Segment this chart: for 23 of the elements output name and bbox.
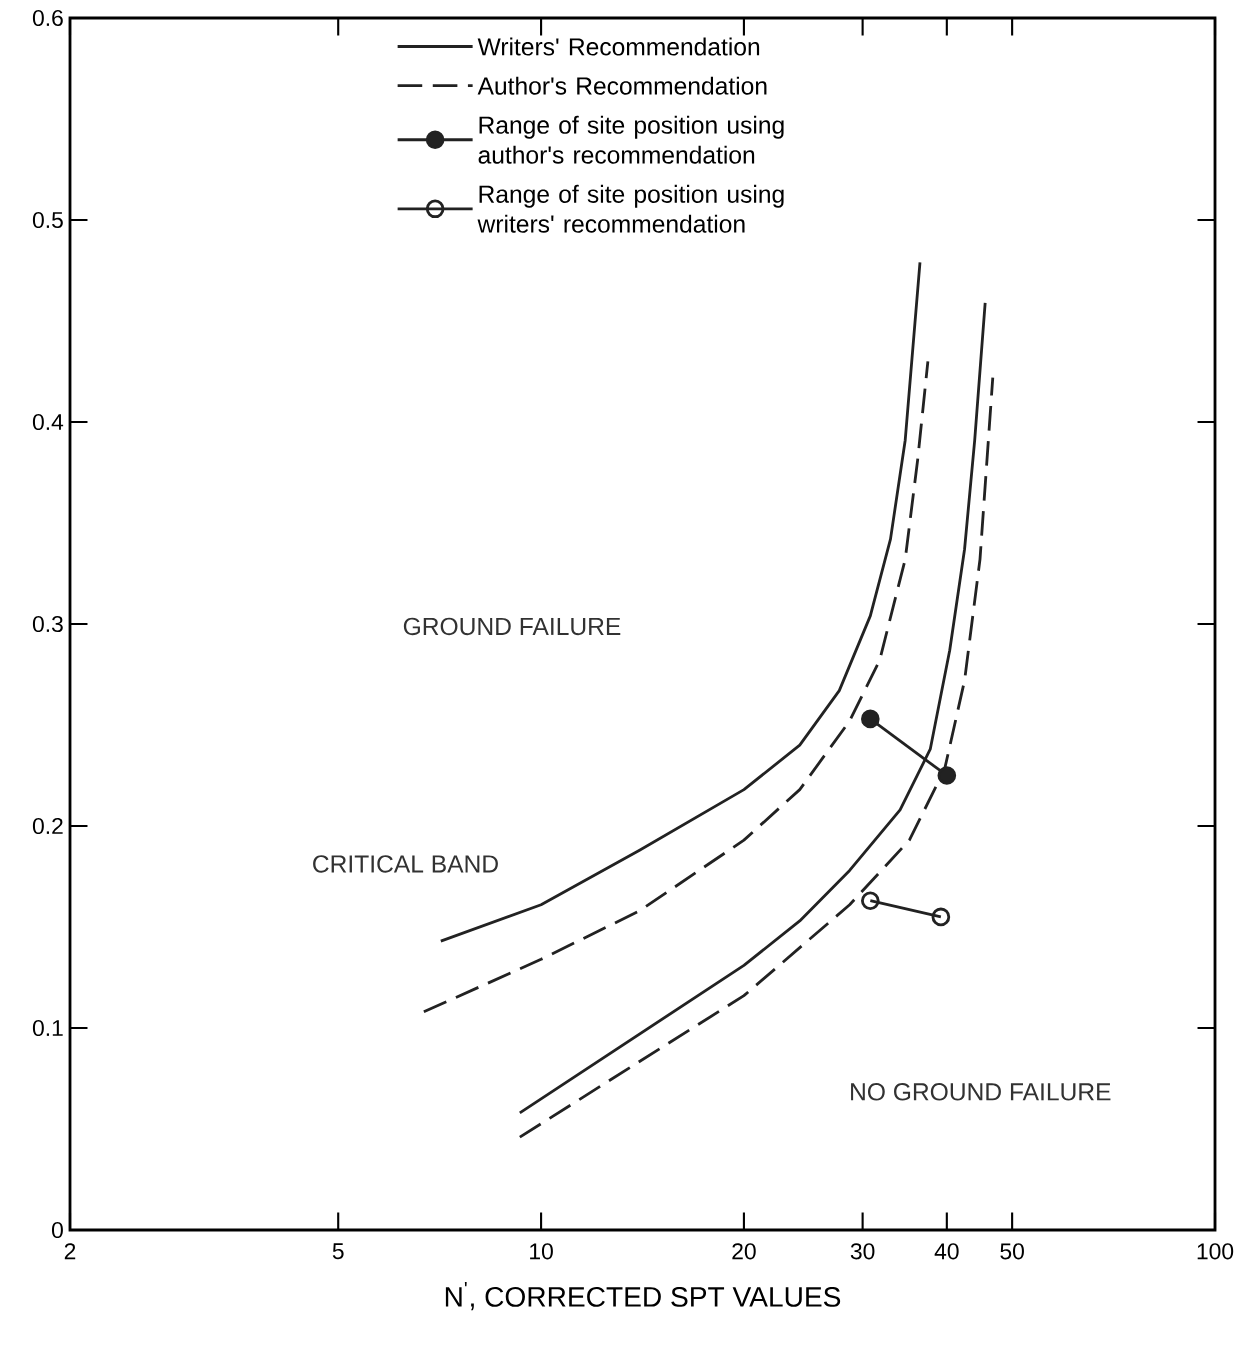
annotation: CRITICAL BAND (313, 855, 498, 873)
y-tick-label: 0.4 (32, 413, 64, 431)
x-tick-label: 5 (332, 1243, 344, 1260)
y-tick-label: 0.5 (32, 211, 63, 229)
x-tick-label: 10 (530, 1243, 553, 1260)
y-tick-label: 0.3 (32, 615, 63, 633)
x-tick-label: 30 (850, 1243, 875, 1260)
y-tick-label: 0.6 (32, 9, 63, 27)
y-tick-label: 0 (51, 1221, 63, 1239)
legend-label: Range of site position using writers' recommendation (477, 184, 784, 233)
x-tick-label: 2 (64, 1243, 76, 1260)
x-tick-label: 40 (934, 1243, 959, 1260)
x-tick-label: 50 (1000, 1243, 1024, 1260)
annotation: NO GROUND FAILURE (851, 1083, 1111, 1101)
x-tick-label: 100 (1197, 1243, 1234, 1260)
legend-label: Writers' Recommendation (477, 37, 760, 56)
y-tick-label: 0.2 (32, 817, 63, 835)
y-tick-label: 0.1 (32, 1019, 63, 1037)
annotation: GROUND FAILURE (403, 617, 621, 636)
legend-label: Author's Recommendation (477, 76, 767, 95)
x-tick-label: 20 (732, 1243, 756, 1260)
x-axis-title: N$^{'}$, CORRECTED SPT VALUES (445, 1282, 841, 1311)
legend-label: Range of site position using author's recommendation (478, 115, 784, 164)
